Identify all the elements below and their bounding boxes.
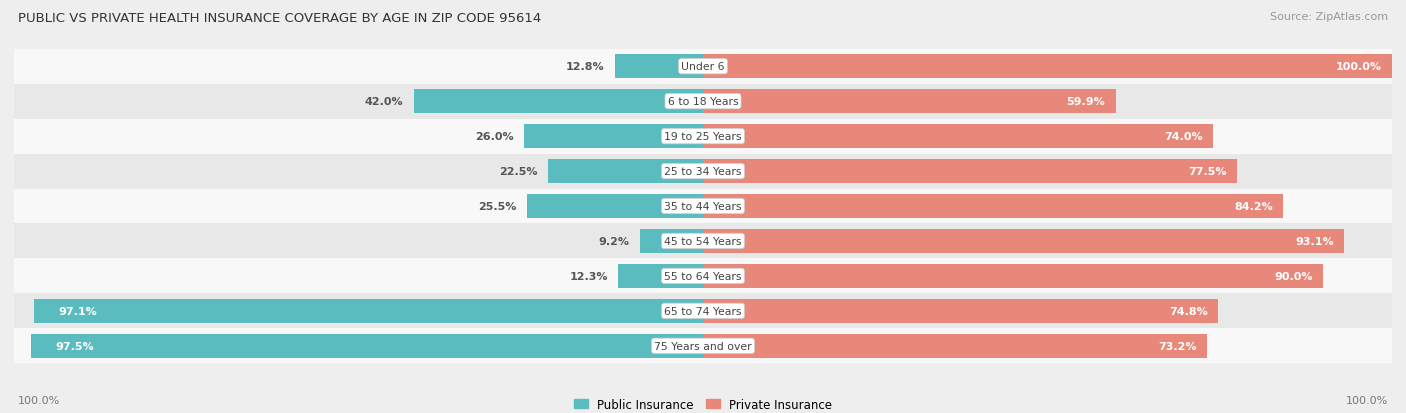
Bar <box>14 189 1392 224</box>
Bar <box>619 264 703 288</box>
Bar <box>703 125 1213 149</box>
Bar <box>703 160 1237 183</box>
Text: 22.5%: 22.5% <box>499 166 537 177</box>
Text: 100.0%: 100.0% <box>1346 395 1388 405</box>
Bar <box>703 230 1344 253</box>
Bar <box>14 294 1392 329</box>
Text: 59.9%: 59.9% <box>1067 97 1105 107</box>
Bar <box>703 55 1392 79</box>
Bar <box>34 299 703 323</box>
Text: 73.2%: 73.2% <box>1159 341 1197 351</box>
Text: 97.1%: 97.1% <box>58 306 97 316</box>
Text: PUBLIC VS PRIVATE HEALTH INSURANCE COVERAGE BY AGE IN ZIP CODE 95614: PUBLIC VS PRIVATE HEALTH INSURANCE COVER… <box>18 12 541 25</box>
Text: 75 Years and over: 75 Years and over <box>654 341 752 351</box>
Text: 65 to 74 Years: 65 to 74 Years <box>664 306 742 316</box>
Legend: Public Insurance, Private Insurance: Public Insurance, Private Insurance <box>571 394 835 413</box>
Bar <box>14 259 1392 294</box>
Bar <box>703 90 1116 114</box>
Bar <box>640 230 703 253</box>
Text: 45 to 54 Years: 45 to 54 Years <box>664 236 742 247</box>
Bar <box>14 224 1392 259</box>
Bar <box>703 299 1219 323</box>
Bar <box>703 195 1284 218</box>
Text: 25.5%: 25.5% <box>478 202 517 211</box>
Text: Under 6: Under 6 <box>682 62 724 72</box>
Text: 35 to 44 Years: 35 to 44 Years <box>664 202 742 211</box>
Bar <box>614 55 703 79</box>
Text: 12.8%: 12.8% <box>565 62 605 72</box>
Bar <box>524 125 703 149</box>
Bar <box>14 50 1392 84</box>
Text: 12.3%: 12.3% <box>569 271 607 281</box>
Text: 74.8%: 74.8% <box>1170 306 1208 316</box>
Text: 6 to 18 Years: 6 to 18 Years <box>668 97 738 107</box>
Text: 97.5%: 97.5% <box>55 341 94 351</box>
Text: 90.0%: 90.0% <box>1274 271 1313 281</box>
Text: Source: ZipAtlas.com: Source: ZipAtlas.com <box>1270 12 1388 22</box>
Text: 42.0%: 42.0% <box>364 97 404 107</box>
Text: 25 to 34 Years: 25 to 34 Years <box>664 166 742 177</box>
Text: 55 to 64 Years: 55 to 64 Years <box>664 271 742 281</box>
Bar <box>703 264 1323 288</box>
Text: 26.0%: 26.0% <box>475 132 513 142</box>
Text: 100.0%: 100.0% <box>1336 62 1382 72</box>
Bar <box>703 334 1208 358</box>
Bar <box>14 329 1392 363</box>
Text: 9.2%: 9.2% <box>599 236 630 247</box>
Text: 84.2%: 84.2% <box>1234 202 1272 211</box>
Bar <box>548 160 703 183</box>
Bar <box>527 195 703 218</box>
Bar <box>14 119 1392 154</box>
Text: 100.0%: 100.0% <box>18 395 60 405</box>
Text: 77.5%: 77.5% <box>1188 166 1226 177</box>
Bar <box>413 90 703 114</box>
Bar <box>14 154 1392 189</box>
Text: 19 to 25 Years: 19 to 25 Years <box>664 132 742 142</box>
Text: 93.1%: 93.1% <box>1295 236 1334 247</box>
Text: 74.0%: 74.0% <box>1164 132 1202 142</box>
Bar <box>31 334 703 358</box>
Bar <box>14 84 1392 119</box>
